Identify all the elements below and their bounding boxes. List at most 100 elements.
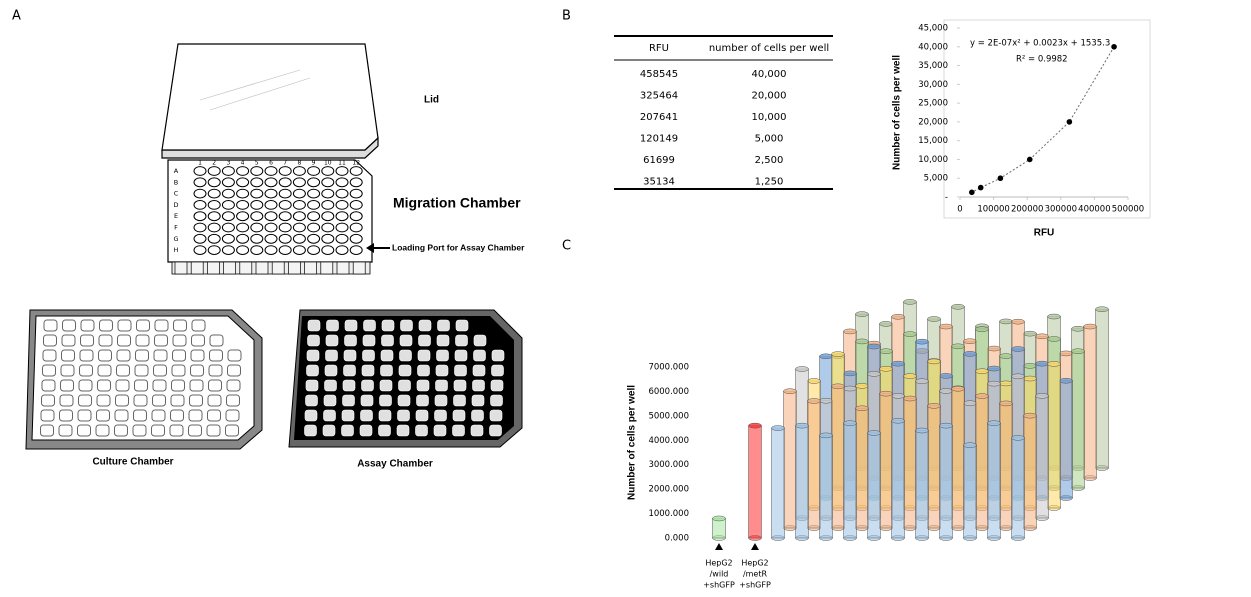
well: [379, 394, 392, 407]
well: [363, 319, 376, 332]
well: [325, 334, 339, 347]
culture-inner: [31, 315, 255, 441]
point: [997, 175, 1004, 182]
well: [191, 319, 206, 332]
cylinder-top: [831, 351, 845, 357]
well: [307, 245, 321, 256]
well: [470, 424, 484, 437]
well: [278, 177, 292, 188]
well: [115, 379, 130, 392]
well: [323, 394, 337, 407]
well: [335, 200, 349, 210]
well: [225, 424, 239, 437]
cylinder-top: [1047, 313, 1061, 320]
column-label: 9: [312, 160, 316, 167]
well: [99, 319, 113, 332]
well: [193, 166, 207, 176]
well: [58, 424, 73, 437]
well: [378, 424, 391, 437]
well: [41, 394, 55, 407]
well: [490, 379, 504, 392]
well: [335, 245, 349, 256]
well: [304, 409, 318, 422]
well: [472, 379, 485, 392]
well: [40, 409, 55, 422]
well: [321, 245, 335, 256]
column-label: 1: [198, 160, 202, 167]
trendline: [971, 46, 1115, 193]
table-header: RFU: [649, 43, 669, 54]
column-label: 10: [324, 160, 332, 167]
well: [114, 424, 128, 437]
cylinder-top: [915, 378, 929, 384]
cylinder-top: [1023, 412, 1037, 419]
well-tube: [223, 261, 236, 275]
y-tick-label: 5000.000: [648, 411, 689, 421]
well: [490, 394, 503, 407]
well: [342, 379, 356, 392]
well: [417, 349, 431, 362]
well: [435, 364, 449, 377]
point: [1066, 119, 1073, 125]
cylinder-top: [987, 365, 1001, 372]
well: [133, 409, 147, 422]
cylinder-top: [807, 378, 821, 384]
well: [154, 319, 169, 332]
well: [189, 394, 203, 407]
bar: [879, 393, 893, 529]
well: [335, 211, 349, 222]
x-tick-label: 300000: [1045, 205, 1077, 215]
well: [60, 379, 74, 392]
well-tube: [288, 261, 301, 275]
well: [207, 245, 221, 256]
well: [324, 364, 338, 377]
category-label: /metR: [743, 570, 768, 579]
well: [292, 233, 306, 244]
arrow-head: [366, 243, 374, 253]
well: [193, 233, 207, 244]
well: [208, 364, 223, 377]
well: [321, 200, 335, 210]
bar: [855, 408, 869, 529]
well: [436, 349, 449, 362]
well: [193, 200, 207, 210]
well: [343, 364, 356, 377]
assay-inner: [294, 316, 514, 440]
well: [115, 394, 129, 407]
cylinder-top: [1023, 363, 1037, 369]
well: [221, 245, 235, 256]
well: [418, 319, 432, 332]
well: [321, 188, 335, 199]
well: [114, 409, 129, 422]
bar: [795, 425, 809, 539]
cylinder-top: [903, 373, 917, 379]
well: [323, 409, 336, 422]
well: [278, 222, 292, 233]
well: [437, 319, 450, 332]
well: [207, 222, 221, 233]
well: [132, 424, 147, 437]
cylinder-top: [939, 388, 953, 394]
cylinder-top: [843, 328, 857, 335]
well: [264, 222, 278, 233]
y-tick-label: 4000.000: [648, 436, 689, 446]
table-cell: 120149: [640, 134, 678, 145]
well: [307, 334, 320, 347]
well: [415, 424, 428, 437]
well: [278, 166, 292, 176]
well-tube: [352, 261, 366, 275]
x-tick-label: 0: [957, 205, 962, 215]
well: [208, 379, 222, 392]
r-squared: R² = 0.9982: [1016, 55, 1068, 65]
y-tick-label: 25,000: [918, 99, 948, 109]
well: [221, 188, 235, 199]
well: [292, 166, 306, 176]
cylinder-top: [891, 360, 905, 367]
well: [307, 319, 321, 332]
bar: [963, 444, 977, 539]
well: [193, 222, 207, 233]
well: [250, 188, 264, 199]
point: [1026, 156, 1033, 163]
bar: [1023, 415, 1037, 529]
